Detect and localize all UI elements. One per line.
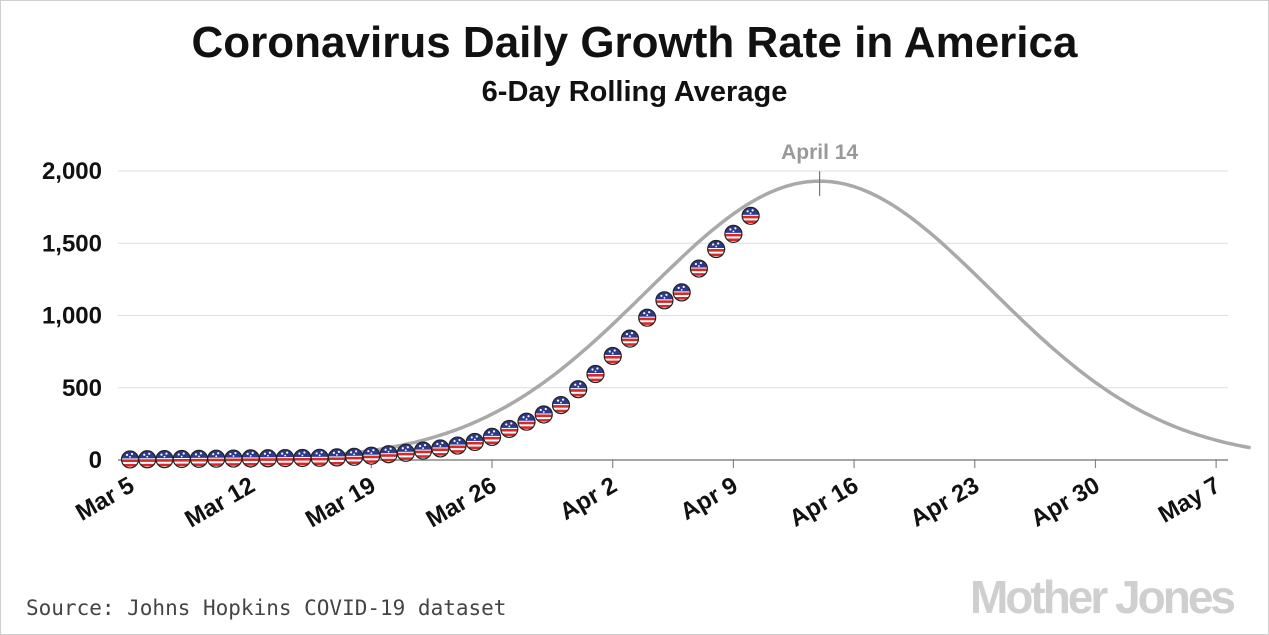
data-point [345, 447, 364, 466]
data-point [172, 449, 191, 469]
x-tick-label: May 7 [1154, 472, 1225, 529]
data-point [551, 395, 571, 415]
data-point [362, 446, 381, 465]
source-note: Source: Johns Hopkins COVID-19 dataset [26, 596, 507, 620]
x-tick-label: Apr 23 [906, 472, 984, 533]
y-tick-label: 2,000 [42, 158, 102, 185]
data-point [120, 450, 140, 469]
data-point [603, 346, 622, 366]
x-tick-label: Apr 2 [555, 472, 622, 526]
projection-line [130, 179, 1251, 462]
data-point [258, 449, 278, 468]
x-axis: Mar 5 Mar 12 Mar 19 Mar 26 Apr 2 Apr 9 Apr 16 A… [71, 459, 1225, 533]
data-point [276, 449, 295, 468]
data-point [724, 224, 743, 243]
y-tick-label: 1,500 [42, 230, 102, 257]
data-point [396, 443, 415, 462]
y-axis: 0 500 1,000 1,500 2,000 [42, 158, 102, 474]
data-point [413, 441, 433, 460]
data-point [707, 239, 726, 259]
data-point [672, 283, 691, 302]
data-point [207, 449, 226, 468]
y-tick-label: 1,000 [42, 303, 102, 330]
data-point [569, 380, 588, 399]
data-point [448, 436, 467, 455]
data-point [638, 308, 657, 327]
chart-title: Coronavirus Daily Growth Rate in America [191, 18, 1078, 67]
data-point [620, 329, 640, 348]
data-point [500, 419, 519, 439]
y-tick-label: 500 [62, 375, 102, 402]
x-tick-label: Apr 16 [785, 472, 863, 533]
data-point [517, 412, 536, 431]
data-point [655, 291, 674, 310]
data-point [586, 364, 605, 384]
annotation-label: April 14 [781, 141, 858, 164]
x-tick-label: Apr 9 [676, 472, 743, 526]
y-tick-label: 0 [89, 447, 102, 474]
x-tick-label: Mar 26 [422, 472, 501, 533]
data-point [465, 432, 484, 452]
data-point [155, 450, 174, 469]
data-point [138, 450, 157, 469]
data-point [482, 427, 502, 446]
data-point [241, 449, 260, 468]
data-point [224, 449, 243, 468]
data-point [293, 448, 312, 468]
x-tick-label: Mar 19 [301, 472, 380, 533]
data-point [327, 448, 346, 467]
data-point [534, 405, 553, 424]
x-tick-label: Mar 12 [180, 472, 259, 533]
data-point [431, 439, 450, 458]
x-tick-label: Mar 5 [71, 472, 139, 527]
data-point [689, 259, 709, 278]
projection-series [130, 179, 1251, 462]
actual-series [120, 206, 760, 469]
data-point [189, 449, 209, 468]
data-point [310, 448, 329, 467]
data-point [379, 445, 398, 464]
data-point [741, 206, 760, 225]
brand-logo: Mother Jones [969, 571, 1236, 623]
x-tick-label: Apr 30 [1026, 472, 1104, 533]
annotation-group: April 14 [781, 141, 858, 197]
gridlines [118, 170, 1228, 461]
chart-subtitle: 6-Day Rolling Average [481, 76, 788, 108]
